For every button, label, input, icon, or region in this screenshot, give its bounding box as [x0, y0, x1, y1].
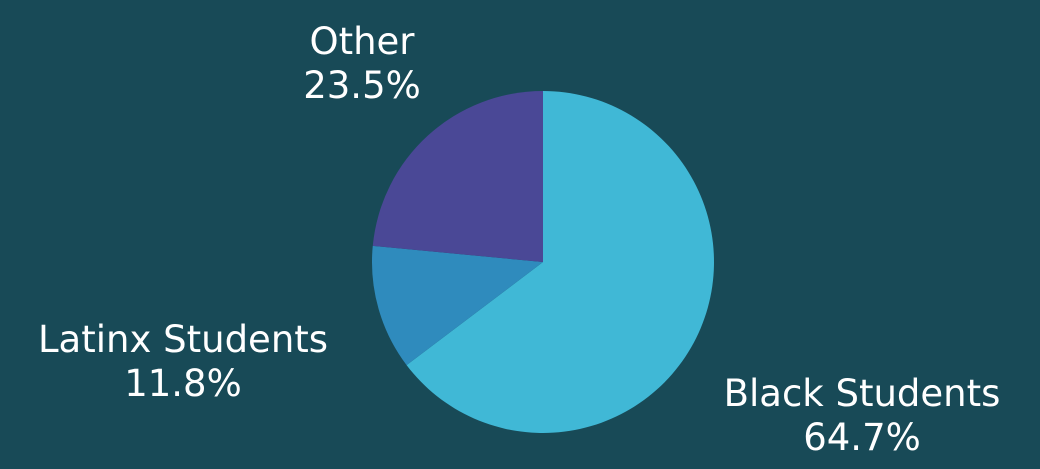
slice-value-black-students: 64.7% [803, 416, 921, 459]
slice-label-latinx-students: Latinx Students 11.8% [38, 318, 328, 406]
pie-slice-other [372, 91, 543, 262]
slice-name-black-students: Black Students [723, 372, 1001, 415]
slice-label-other: Other 23.5% [303, 20, 421, 108]
slice-value-other: 23.5% [303, 64, 421, 107]
slice-name-other: Other [309, 20, 415, 63]
pie-slice-latinx-students [372, 245, 543, 366]
slice-name-latinx-students: Latinx Students [37, 318, 329, 361]
slice-label-black-students: Black Students 64.7% [724, 372, 1001, 460]
slice-value-latinx-students: 11.8% [124, 362, 242, 405]
pie-slice-black-students [406, 91, 714, 433]
